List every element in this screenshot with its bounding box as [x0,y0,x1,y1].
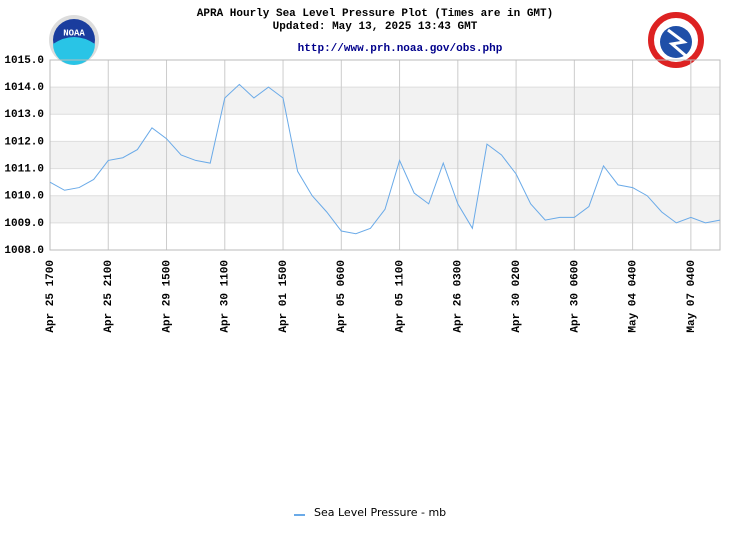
x-tick-label: Apr 05 1100 [394,260,406,333]
x-tick-label: Apr 01 1500 [278,260,290,333]
logo-bolt [667,28,688,58]
nws-logo [648,12,704,68]
x-tick-label: May 07 0400 [686,260,698,333]
x-tick-label: Apr 29 1500 [161,260,173,333]
y-tick-label: 1012.0 [4,136,44,148]
chart-subtitle: Updated: May 13, 2025 13:43 GMT [273,21,478,33]
line-series [49,83,721,235]
grid-band [50,141,720,169]
x-tick-label: Apr 05 0600 [336,260,348,333]
y-tick-label: 1009.0 [4,218,44,230]
y-tick-label: 1014.0 [4,82,44,94]
x-tick-label: Apr 25 1700 [45,260,57,333]
source-url: http://www.prh.noaa.gov/obs.php [298,43,503,55]
y-tick-label: 1008.0 [4,245,44,257]
plot-frame [49,59,721,251]
y-tick-label: 1011.0 [4,163,44,175]
y-tick-label: 1015.0 [4,55,44,67]
chart-title: APRA Hourly Sea Level Pressure Plot (Tim… [197,8,553,20]
logo-text: NOAA [63,28,85,38]
x-tick-label: Apr 30 0200 [511,260,523,333]
x-tick-label: Apr 30 1100 [220,260,232,333]
x-tick-label: Apr 30 0600 [569,260,581,333]
x-tick-label: May 04 0400 [628,260,640,333]
y-tick-label: 1013.0 [4,109,44,121]
grid-band [50,87,720,115]
noaa-logo: NOAA [49,15,99,65]
x-tick-label: Apr 25 2100 [103,260,115,333]
y-tick-label: 1010.0 [4,191,44,203]
logo-wave [53,37,95,65]
legend-label: Sea Level Pressure - mb [314,506,446,519]
x-tick-label: Apr 26 0300 [453,260,465,333]
